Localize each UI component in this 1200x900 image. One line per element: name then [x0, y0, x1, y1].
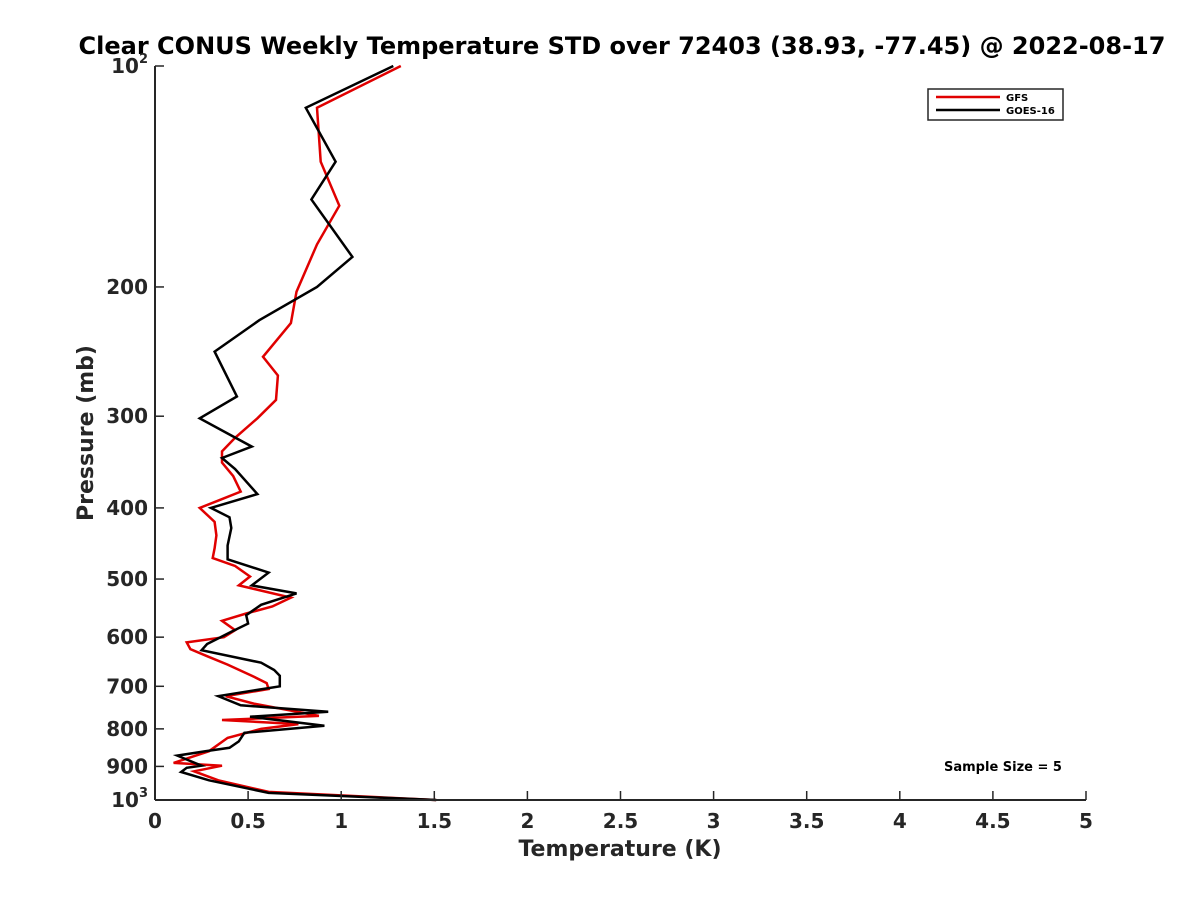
y-tick-base: 500: [106, 567, 148, 591]
y-tick-label: 103: [111, 786, 148, 812]
y-tick-base: 10: [111, 54, 139, 78]
y-tick-base: 200: [106, 275, 148, 299]
legend: GFS GOES-16: [927, 88, 1064, 121]
y-tick-label: 300: [106, 404, 148, 428]
x-axis-label: Temperature (K): [518, 837, 721, 862]
y-tick-label: 900: [106, 754, 148, 778]
y-tick-label: 800: [106, 717, 148, 741]
x-tick-label: 0: [148, 809, 162, 833]
y-tick-exponent: 2: [139, 52, 148, 67]
sample-size-annotation: Sample Size = 5: [944, 760, 1062, 775]
y-tick-label: 200: [106, 275, 148, 299]
legend-label-goes16: GOES-16: [1006, 106, 1055, 117]
x-tick-label: 3: [707, 809, 721, 833]
legend-box: [927, 88, 1064, 121]
x-tick-label: 4: [893, 809, 907, 833]
x-ticks: 0 0.5 1 1.5 2 2.5 3 3.5 4 4.5 5: [148, 791, 1093, 833]
y-tick-base: 600: [106, 625, 148, 649]
series-line-goes16: [172, 64, 437, 802]
series-line-gfs: [173, 64, 437, 802]
x-tick-label: 0.5: [230, 809, 265, 833]
y-tick-exponent: 3: [139, 786, 148, 801]
y-tick-base: 400: [106, 496, 148, 520]
y-tick-base: 300: [106, 404, 148, 428]
y-tick-base: 800: [106, 717, 148, 741]
y-tick-label: 500: [106, 567, 148, 591]
series-layer: [172, 64, 437, 802]
x-tick-label: 2: [520, 809, 534, 833]
y-tick-label: 400: [106, 496, 148, 520]
x-tick-label: 1: [334, 809, 348, 833]
y-axis-label: Pressure (mb): [74, 345, 99, 521]
y-tick-base: 900: [106, 754, 148, 778]
x-tick-label: 1.5: [417, 809, 452, 833]
chart-title: Clear CONUS Weekly Temperature STD over …: [79, 32, 1166, 60]
y-tick-base: 700: [106, 674, 148, 698]
x-tick-label: 5: [1079, 809, 1093, 833]
y-tick-label: 600: [106, 625, 148, 649]
x-tick-label: 2.5: [603, 809, 638, 833]
y-tick-label: 700: [106, 674, 148, 698]
x-tick-label: 4.5: [975, 809, 1010, 833]
y-tick-label: 102: [111, 52, 148, 78]
x-tick-label: 3.5: [789, 809, 824, 833]
y-tick-base: 10: [111, 788, 139, 812]
legend-label-gfs: GFS: [1006, 93, 1028, 104]
